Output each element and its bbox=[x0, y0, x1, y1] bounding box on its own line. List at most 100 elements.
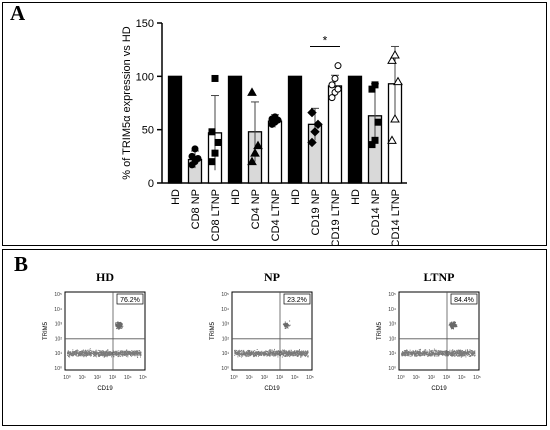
dot bbox=[256, 352, 258, 354]
dot bbox=[285, 324, 287, 326]
dot bbox=[447, 352, 448, 354]
dot bbox=[285, 327, 287, 329]
dot bbox=[438, 351, 440, 352]
dot bbox=[288, 353, 290, 355]
dot bbox=[256, 351, 258, 353]
dot bbox=[474, 350, 476, 352]
data-point bbox=[374, 118, 382, 126]
data-point bbox=[250, 148, 260, 157]
y-tick-label: 10¹ bbox=[222, 351, 230, 357]
dot bbox=[257, 352, 259, 354]
dot bbox=[288, 354, 290, 356]
x-tick-label: CD4 LTNP bbox=[270, 189, 282, 241]
dot bbox=[107, 351, 109, 353]
dot bbox=[127, 354, 129, 356]
dot bbox=[413, 352, 415, 354]
dot bbox=[241, 354, 243, 356]
dot bbox=[247, 355, 249, 357]
dot bbox=[435, 354, 437, 356]
dot bbox=[267, 355, 269, 357]
dot bbox=[285, 350, 287, 352]
dot bbox=[75, 354, 77, 356]
dot bbox=[447, 351, 449, 353]
dot bbox=[442, 351, 444, 352]
dot bbox=[472, 350, 474, 352]
dot bbox=[410, 353, 412, 355]
dot bbox=[408, 351, 410, 353]
dot bbox=[285, 355, 287, 357]
dot bbox=[104, 351, 106, 352]
dot bbox=[265, 350, 267, 352]
dot bbox=[281, 351, 283, 353]
dot bbox=[418, 349, 420, 351]
dot bbox=[69, 354, 71, 355]
dot bbox=[106, 353, 107, 355]
dot bbox=[111, 354, 112, 356]
dot bbox=[433, 350, 435, 352]
dot bbox=[285, 323, 287, 325]
dot bbox=[472, 351, 473, 353]
dot bbox=[262, 353, 264, 355]
dot bbox=[272, 353, 274, 355]
dot bbox=[418, 352, 420, 354]
dot bbox=[424, 355, 425, 357]
dot bbox=[461, 353, 463, 355]
dot bbox=[73, 355, 74, 357]
dot bbox=[122, 325, 124, 327]
dot bbox=[411, 354, 413, 356]
dot bbox=[109, 353, 111, 355]
dot bbox=[284, 327, 286, 329]
dot bbox=[84, 352, 86, 354]
dot bbox=[274, 354, 276, 356]
dot bbox=[120, 351, 122, 353]
dot bbox=[417, 351, 419, 353]
dot bbox=[454, 355, 456, 357]
dot bbox=[122, 350, 123, 352]
dot bbox=[97, 355, 99, 357]
dot bbox=[445, 350, 447, 351]
dot bbox=[472, 355, 474, 357]
dot bbox=[72, 351, 74, 353]
dot bbox=[428, 353, 430, 355]
dot bbox=[113, 353, 115, 355]
dot bbox=[404, 354, 406, 356]
dot bbox=[270, 349, 272, 351]
dot bbox=[305, 350, 306, 352]
dot bbox=[96, 352, 98, 354]
dot bbox=[264, 351, 266, 353]
dot bbox=[101, 353, 103, 355]
dot bbox=[103, 353, 105, 355]
dot bbox=[418, 350, 420, 352]
dot bbox=[99, 354, 101, 355]
dot bbox=[293, 354, 295, 356]
dot bbox=[450, 328, 452, 330]
dot bbox=[260, 353, 262, 355]
dot bbox=[451, 327, 453, 329]
flow-np-title: NP bbox=[264, 270, 280, 284]
dot bbox=[120, 352, 122, 354]
x-tick-label: 10³ bbox=[443, 375, 451, 381]
dot bbox=[133, 354, 135, 356]
dot bbox=[286, 323, 287, 325]
dot bbox=[130, 353, 132, 355]
dot bbox=[272, 350, 274, 352]
dot bbox=[244, 351, 246, 353]
dot bbox=[443, 352, 445, 354]
dot bbox=[405, 350, 407, 352]
dot bbox=[101, 354, 103, 356]
dot bbox=[271, 349, 273, 351]
dot bbox=[451, 321, 453, 323]
dot bbox=[106, 352, 108, 354]
dot bbox=[124, 351, 126, 353]
dot bbox=[107, 353, 109, 355]
dot bbox=[245, 354, 246, 356]
dot bbox=[414, 351, 416, 353]
dot bbox=[71, 353, 72, 355]
dot bbox=[85, 351, 87, 353]
dot bbox=[282, 323, 284, 325]
x-tick-label: 10² bbox=[261, 375, 269, 381]
dot bbox=[289, 324, 291, 326]
dot bbox=[85, 349, 87, 351]
dot bbox=[412, 351, 414, 353]
dot bbox=[74, 352, 75, 354]
